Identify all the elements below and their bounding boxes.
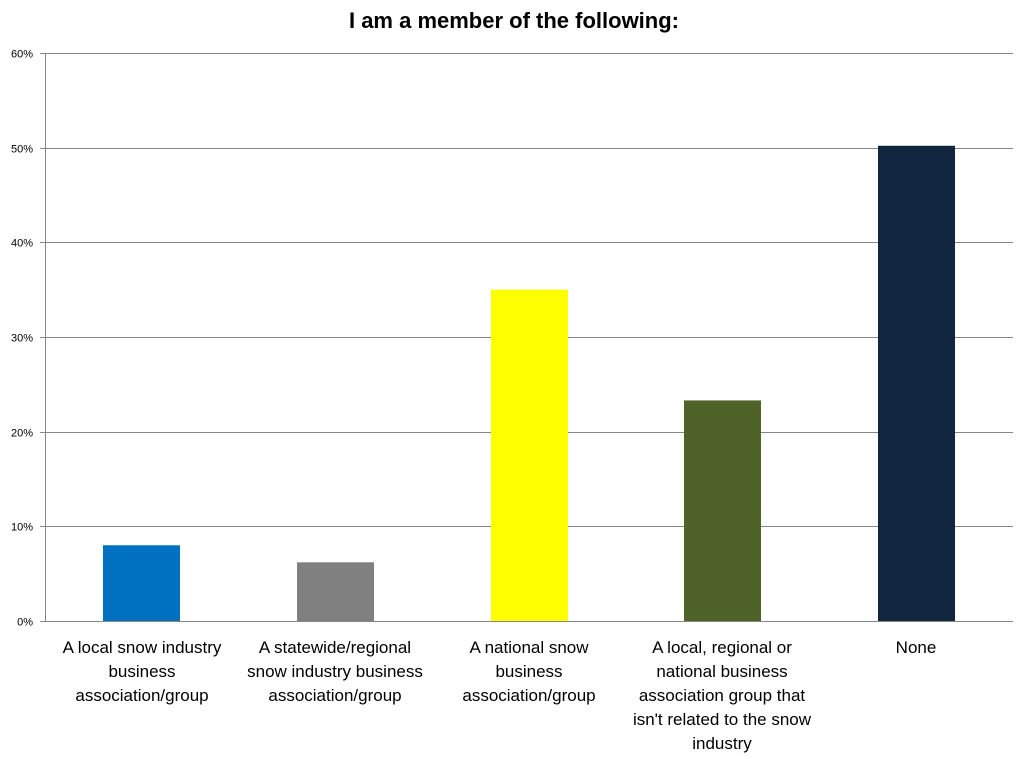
y-tick-label-5: 50% bbox=[11, 144, 33, 156]
y-tick-label-0: 0% bbox=[17, 617, 33, 629]
bar-3 bbox=[684, 400, 761, 621]
y-tick-label-3: 30% bbox=[11, 333, 33, 345]
bar-0 bbox=[103, 545, 180, 621]
chart-title: I am a member of the following: bbox=[348, 8, 680, 33]
y-tick-label-2: 20% bbox=[11, 428, 33, 440]
bar-chart: 0% 10% 20% 30% 40% 50% 60% bbox=[11, 49, 1013, 629]
category-label-none: None bbox=[895, 638, 937, 657]
y-tick-label-6: 60% bbox=[11, 49, 33, 61]
y-axis-tick-labels: 0% 10% 20% 30% 40% 50% 60% bbox=[11, 49, 33, 629]
bars bbox=[103, 145, 955, 622]
bar-2 bbox=[491, 289, 568, 621]
category-label-statewide-snow: A statewide/regional snow industry busin… bbox=[247, 638, 423, 705]
category-label-local-snow: A local snow industry business associati… bbox=[62, 638, 222, 705]
bar-4 bbox=[878, 145, 955, 622]
category-label-national-snow: A national snow business association/gro… bbox=[462, 638, 596, 705]
y-tick-label-4: 40% bbox=[11, 238, 33, 250]
y-tick-label-1: 10% bbox=[11, 522, 33, 534]
category-label-non-snow-business: A local, regional or national business a… bbox=[632, 638, 812, 753]
axes bbox=[40, 53, 46, 622]
bar-1 bbox=[297, 562, 374, 621]
